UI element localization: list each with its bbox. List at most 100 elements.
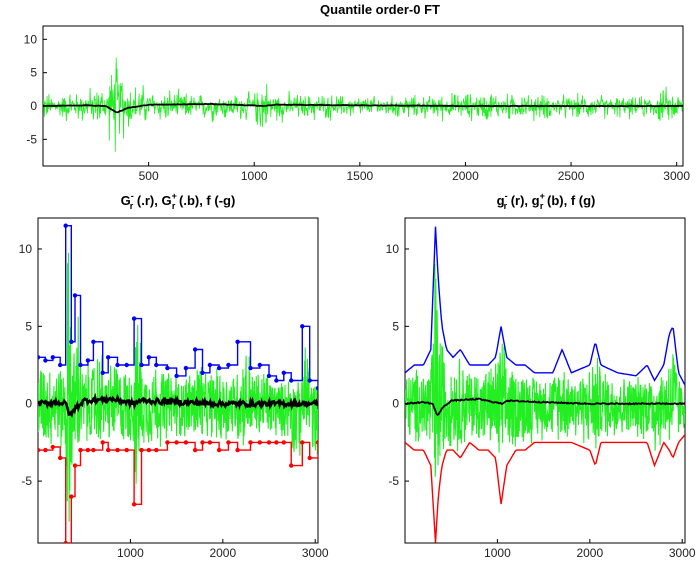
lower-bound-marker	[58, 455, 63, 461]
upper-bound-marker	[248, 365, 253, 371]
y-tick-label: 0	[392, 397, 399, 411]
lower-bound-marker	[174, 440, 179, 445]
series-f-noise	[405, 263, 685, 477]
upper-bound-marker	[100, 370, 105, 375]
upper-bound-marker	[266, 373, 272, 379]
upper-bound-marker	[200, 370, 205, 375]
upper-bound-marker	[91, 339, 96, 344]
title-bl-a: G	[121, 193, 131, 208]
upper-bound-marker	[85, 358, 91, 363]
lower-bound-marker	[124, 447, 129, 453]
upper-bound-marker	[146, 355, 152, 360]
axes-bottom-left	[37, 217, 319, 544]
y-tick-label: 5	[392, 319, 399, 333]
title-br-b: g	[532, 193, 540, 208]
axes-bottom-right	[404, 217, 686, 544]
upper-bound-marker	[69, 339, 74, 344]
upper-bound-marker	[226, 362, 231, 368]
lower-bound-marker	[307, 455, 312, 461]
lower-bound-marker	[289, 463, 294, 468]
lower-bound-marker	[315, 440, 318, 445]
upper-bound-marker	[139, 362, 144, 368]
lower-bound-marker	[226, 440, 231, 445]
upper-bound-marker	[78, 362, 83, 368]
lower-bound-marker	[257, 440, 262, 445]
ticks-bottom-right: 1000 2000 3000 10 5 0 -5	[386, 242, 696, 560]
upper-bound-marker	[257, 362, 262, 368]
series-lower-bound	[405, 434, 685, 543]
upper-bound-marker	[58, 362, 63, 368]
plot-area-bottom-left	[38, 223, 318, 543]
upper-bound-marker	[50, 355, 55, 360]
x-tick-label: 1000	[241, 169, 268, 183]
lower-bound-marker	[200, 440, 205, 445]
title-bl-b-sub: r	[172, 201, 176, 211]
title-br-a-sup: -	[505, 191, 508, 201]
upper-bound-marker	[289, 378, 294, 383]
lower-bound-marker	[63, 540, 68, 543]
axes-top	[42, 25, 684, 167]
upper-bound-marker	[235, 339, 240, 344]
lower-bound-marker	[91, 447, 96, 453]
upper-bound-marker	[207, 362, 213, 368]
lower-bound-marker	[165, 440, 170, 445]
x-tick-label: 1500	[346, 169, 373, 183]
upper-bound-marker	[165, 365, 170, 371]
title-br-a-rest: (r),	[507, 193, 532, 208]
title-br-b-rest: (b), f (g)	[543, 193, 595, 208]
y-tick-label: 10	[386, 242, 400, 256]
upper-bound-marker	[63, 223, 68, 228]
lower-bound-marker	[72, 463, 78, 468]
upper-bound-marker	[183, 365, 189, 371]
lower-bound-marker	[216, 447, 222, 453]
x-tick-label: 1000	[484, 546, 511, 560]
y-tick-label: 5	[30, 66, 37, 80]
lower-bound-marker	[300, 440, 305, 445]
lower-bound-marker	[50, 444, 55, 450]
x-tick-label: 3000	[302, 546, 329, 560]
title-bl-a-rest: (.r),	[133, 193, 161, 208]
lower-bound-marker	[235, 447, 240, 453]
upper-bound-marker	[43, 358, 48, 363]
title-br-b-sup: +	[540, 191, 545, 201]
lower-bound-marker	[139, 447, 144, 453]
x-tick-label: 500	[139, 169, 159, 183]
lower-bound-marker	[281, 440, 286, 445]
title-bl-a-sup: -	[131, 191, 134, 201]
upper-bound-marker	[274, 378, 279, 383]
series-f-noise	[43, 57, 683, 152]
upper-bound-marker	[106, 355, 111, 360]
x-tick-label: 2500	[558, 169, 585, 183]
lower-bound-marker	[192, 447, 198, 453]
panel-bottom-right: g-r (r), g+ r (b), f (g) 1000 2000 30001050…	[386, 191, 696, 560]
upper-bound-marker	[300, 324, 305, 329]
series-upper-bound	[405, 226, 685, 386]
lower-bound-marker	[78, 447, 83, 453]
title-bottom-right: g-r (r), g+ r (b), f (g)	[497, 191, 596, 211]
title-br-a: g	[497, 193, 505, 208]
lower-bound-marker	[106, 447, 111, 453]
upper-bound-marker	[154, 362, 159, 368]
panel-bottom-left: G-r (.r), G+ r (.b), f (-g) 1000 2000 30001…	[19, 191, 329, 560]
lower-bound-marker	[274, 440, 279, 445]
lower-bound-marker	[100, 440, 105, 445]
x-tick-label: 1000	[117, 546, 144, 560]
lower-bound-marker	[131, 502, 137, 507]
lower-bound-marker	[115, 447, 120, 453]
y-tick-label: 10	[19, 242, 33, 256]
title-bl-b-sup: +	[172, 191, 177, 201]
lower-bound-marker	[38, 447, 41, 453]
lower-bound-marker	[85, 447, 91, 453]
upper-bound-marker	[131, 316, 137, 321]
upper-bound-marker	[124, 362, 129, 368]
x-tick-label: 2000	[452, 169, 479, 183]
upper-bound-marker	[115, 362, 120, 368]
y-tick-label: 0	[30, 99, 37, 113]
y-tick-label: 10	[24, 32, 38, 46]
upper-bound-marker	[315, 386, 318, 391]
upper-bound-marker	[192, 347, 198, 352]
x-tick-label: 2000	[576, 546, 603, 560]
y-tick-label: 0	[25, 397, 32, 411]
title-br-a-sub: r	[504, 201, 508, 211]
